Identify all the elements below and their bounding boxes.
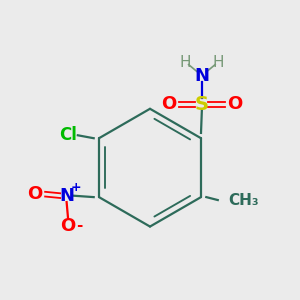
- Text: N: N: [194, 68, 209, 85]
- Text: -: -: [76, 218, 83, 233]
- Text: CH₃: CH₃: [228, 193, 259, 208]
- Text: O: O: [61, 217, 76, 235]
- Text: H: H: [212, 55, 224, 70]
- Text: O: O: [28, 185, 43, 203]
- Text: Cl: Cl: [59, 126, 77, 144]
- Text: O: O: [227, 95, 242, 113]
- Text: O: O: [161, 95, 176, 113]
- Text: H: H: [180, 55, 191, 70]
- Text: N: N: [59, 187, 74, 205]
- Text: +: +: [70, 181, 81, 194]
- Text: S: S: [195, 95, 209, 114]
